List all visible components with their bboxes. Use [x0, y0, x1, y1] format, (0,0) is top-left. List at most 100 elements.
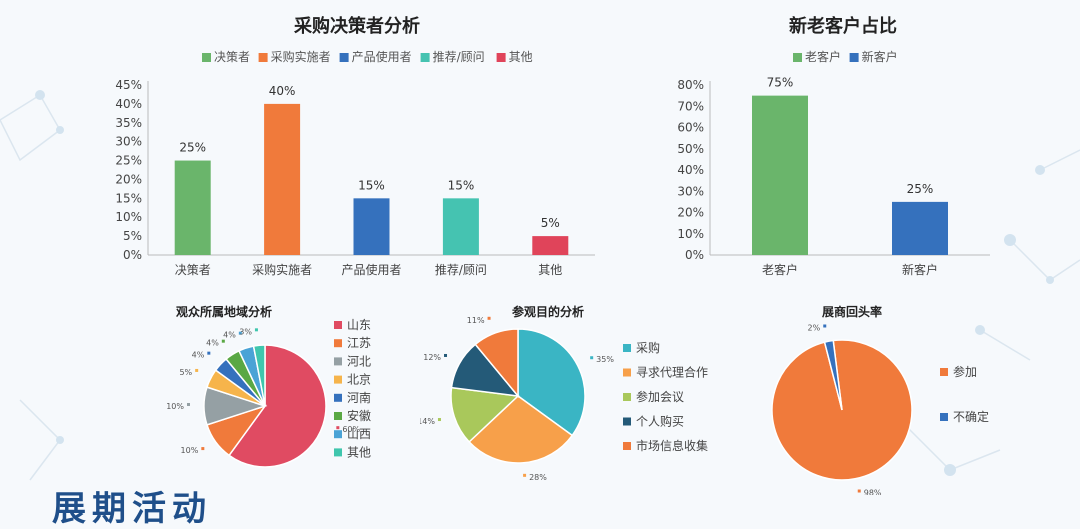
region-legend-swatch: [334, 393, 342, 402]
purpose-legend-swatch: [623, 417, 631, 426]
purpose-legend-swatch: [623, 344, 631, 352]
region-slice: [228, 344, 327, 468]
region-label-marker: [187, 403, 190, 406]
exhibitor-pie: 98% 2%: [771, 323, 913, 498]
exhibitor-legend-swatch: [940, 413, 948, 421]
decision-legend-swatch: [202, 53, 211, 62]
customers-y-tick-label: 20%: [677, 206, 704, 220]
decision-y-tick-label: 40%: [115, 97, 142, 111]
region-chart: 观众所属地域分析 60%10%10%5%4%4%4% 3% 山东江苏河北北京河南安…: [166, 304, 371, 468]
decision-y-tick-label: 10%: [115, 210, 142, 224]
purpose-label-marker: [444, 353, 448, 357]
decision-legend-swatch: [339, 53, 349, 62]
decision-bar: [174, 160, 211, 255]
purpose-label-marker: [523, 473, 527, 477]
decision-y-tick-label: 25%: [115, 154, 142, 168]
region-slice-value-label: 4%: [223, 331, 236, 340]
decision-bar: [532, 236, 569, 255]
customers-bar-value-label: 75%: [767, 76, 794, 90]
purpose-label-marker: [590, 356, 594, 360]
purpose-slice: [468, 395, 574, 464]
purpose-legend-swatch: [623, 368, 631, 377]
region-slice-value-label: 10%: [181, 446, 199, 455]
region-pie: 60%10%10%5%4%4%4% 3%: [166, 327, 361, 468]
region-legend-swatch: [334, 357, 342, 366]
decision-x-tick-label: 其他: [538, 263, 562, 277]
region-label-marker: [221, 339, 225, 343]
purpose-chart: 参观目的分析 35% 28% 14% 12% 11% 采购寻求代理合作参加会议个人购买市…: [417, 304, 708, 482]
region-legend-swatch: [334, 375, 342, 384]
purpose-legend-label: 参加会议: [636, 389, 684, 404]
exhibitor-label-marker: [823, 324, 827, 328]
region-legend-swatch: [334, 448, 342, 457]
decision-legend-label: 推荐/顾问: [433, 50, 485, 64]
purpose-slice: [517, 328, 586, 437]
region-legend-label: 河南: [347, 390, 371, 405]
decision-x-tick-label: 决策者: [175, 263, 211, 277]
customers-legend: 老客户 新客户: [793, 49, 898, 64]
region-chart-panel: 观众所属地域分析 60% 10% 10% 5% 4% 4% 4% 3% 山东 江苏 河北 北京 河南安…: [110, 295, 400, 495]
purpose-legend-swatch: [623, 442, 631, 450]
region-slice-value-label: 5%: [179, 368, 192, 377]
decision-y-tick-label: 30%: [115, 135, 142, 149]
customers-y-tick-label: 50%: [677, 142, 704, 156]
region-legend-swatch: [334, 321, 342, 329]
region-legend-label: 安徽: [347, 408, 371, 423]
purpose-chart-title: 参观目的分析: [512, 304, 584, 319]
purpose-label-marker: [487, 316, 491, 320]
region-label-marker: [195, 368, 199, 372]
decision-bar-value-label: 15%: [448, 178, 475, 192]
customers-legend-label: 新客户: [862, 49, 898, 64]
decision-bar-value-label: 40%: [269, 84, 296, 98]
customers-legend-swatch: [793, 53, 802, 62]
region-legend-label: 江苏: [347, 336, 371, 350]
customers-y-tick-label: 0%: [685, 248, 704, 262]
customers-bar-value-label: 25%: [907, 182, 934, 196]
customers-chart-title: 新老客户占比: [789, 15, 897, 37]
decision-chart-panel: 采购决策者分析 决策者 采购实施者 产品使用者 推荐/顾问 其他 0% 5% 10% 15% 2…: [100, 0, 620, 290]
purpose-pie: 35% 28% 14% 12% 11%: [417, 316, 614, 482]
customers-bar: [892, 201, 948, 255]
exhibitor-legend-label: 不确定: [953, 409, 989, 424]
customers-legend-swatch: [849, 53, 859, 62]
decision-x-tick-label: 采购实施者: [252, 262, 312, 277]
decision-y-tick-label: 5%: [123, 229, 142, 243]
decision-chart: 采购决策者分析 决策者 采购实施者 产品使用者 推荐/顾问 其他 0%5%10%15%2…: [115, 15, 595, 277]
decision-bar: [442, 198, 479, 255]
purpose-slice-value-label: 14%: [420, 417, 435, 426]
region-chart-title: 观众所属地域分析: [176, 304, 272, 319]
region-legend-swatch: [334, 430, 342, 439]
exhibitor-chart-panel: 展商回头率 98% 2% 参加 不确定: [740, 295, 1040, 498]
decision-legend-swatch: [420, 53, 430, 62]
decision-bar: [264, 103, 301, 255]
decision-y-axis: 0% 5% 10% 15% 20% 25% 30% 35% 40% 45%: [115, 78, 595, 262]
region-label-marker: [254, 328, 258, 332]
decision-bars: 25% 决策者 40% 采购实施者 15% 产品使用者 15% 推荐/顾问 5% 其他: [175, 84, 569, 277]
purpose-label-marker: [437, 418, 441, 422]
decision-y-tick-label: 0%: [123, 248, 142, 262]
purpose-legend-label: 个人购买: [636, 414, 684, 429]
background-decoration: [0, 90, 1080, 481]
decision-y-tick-label: 45%: [115, 78, 142, 92]
customers-y-tick-label: 40%: [677, 163, 704, 177]
customers-chart: 新老客户占比 老客户 新客户 0%10%20%30%40%50%60%70%80%…: [677, 15, 990, 277]
customers-bars: 75% 老客户 25% 新客户: [752, 76, 948, 277]
customers-y-tick-label: 70%: [677, 99, 704, 113]
decision-y-tick-label: 35%: [115, 116, 142, 130]
region-slice-value-label: 60%: [342, 425, 360, 434]
region-label-marker: [238, 331, 242, 335]
region-legend-label: 山西: [347, 427, 371, 441]
region-legend-label: 其他: [347, 445, 371, 459]
exhibitor-slice-value-label: 2%: [808, 323, 821, 332]
purpose-slice-value-label: 28%: [529, 473, 547, 482]
region-legend-label: 北京: [347, 373, 371, 387]
customers-y-tick-label: 10%: [677, 227, 704, 241]
decision-bar-value-label: 25%: [179, 141, 206, 155]
decision-x-tick-label: 产品使用者: [341, 262, 401, 277]
customers-y-tick-label: 80%: [677, 78, 704, 92]
decision-x-tick-label: 推荐/顾问: [435, 263, 487, 277]
purpose-legend-label: 采购: [636, 340, 660, 355]
region-legend-label: 河北: [347, 354, 371, 368]
purpose-slice: [474, 328, 519, 399]
